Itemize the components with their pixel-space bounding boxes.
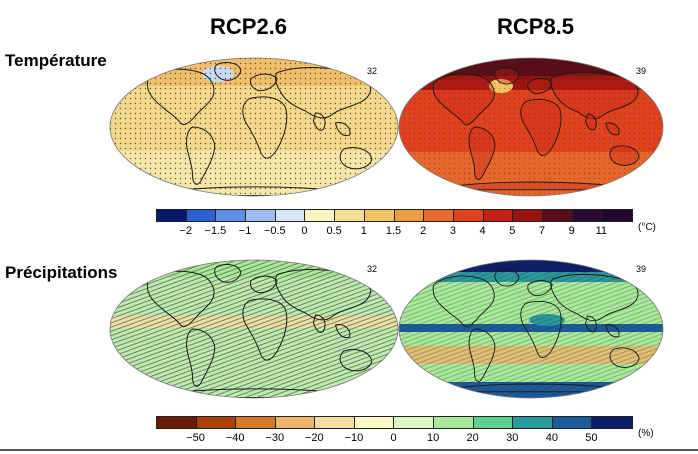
colorbar-tick-label: 5 xyxy=(509,225,516,237)
colorbar-tick-label: 3 xyxy=(449,225,456,237)
colorbar-swatch xyxy=(364,210,395,221)
colorbar-tick-label: −2 xyxy=(179,225,192,237)
colorbar-tick-label: 30 xyxy=(506,432,519,444)
colorbar-swatch xyxy=(434,417,474,428)
colorbar-swatch xyxy=(216,210,247,221)
colorbar-tick-label: 40 xyxy=(545,432,558,444)
precipitation-unit: (%) xyxy=(638,428,654,439)
colorbar-tick-label: 9 xyxy=(568,225,575,237)
column-title-rcp85: RCP8.5 xyxy=(497,14,575,39)
colorbar-swatch xyxy=(453,210,484,221)
colorbar-swatch xyxy=(394,210,425,221)
column-title-rcp26: RCP2.6 xyxy=(210,14,288,39)
model-count-precip-rcp85: 39 xyxy=(636,264,647,274)
colorbar-tick-label: 10 xyxy=(426,432,440,444)
colorbar-swatch xyxy=(513,417,553,428)
colorbar-tick-label: −40 xyxy=(225,432,245,444)
colorbar-tick-label: −1 xyxy=(238,225,252,237)
colorbar-swatch xyxy=(236,417,276,428)
colorbar-swatch xyxy=(354,417,395,428)
colorbar-swatch xyxy=(335,210,365,221)
colorbar-swatch xyxy=(157,417,197,428)
colorbar-swatch xyxy=(592,417,632,428)
colorbar-tick-label: 0.5 xyxy=(326,225,342,237)
map-temperature-rcp26 xyxy=(109,57,399,197)
colorbar-swatch xyxy=(196,417,237,428)
colorbar-tick-label: −1.5 xyxy=(204,225,227,237)
row-title-temperature: Température xyxy=(5,51,107,70)
model-count-temp-rcp26: 32 xyxy=(367,66,378,76)
colorbar-swatch xyxy=(542,210,573,221)
map-temperature-rcp85 xyxy=(398,57,664,197)
colorbar-swatch xyxy=(186,210,217,221)
colorbar-tick-label: −20 xyxy=(304,432,324,444)
colorbar-tick-label: 0 xyxy=(301,225,308,237)
temperature-unit: (°C) xyxy=(638,222,656,233)
colorbar-tick-label: 4 xyxy=(479,225,486,237)
map-precipitation-rcp85 xyxy=(398,259,664,399)
colorbar-tick-label: −0.5 xyxy=(263,225,286,237)
temperature-colorbar xyxy=(156,209,633,222)
colorbar-tick-label: 11 xyxy=(595,225,608,237)
precipitation-colorbar xyxy=(156,416,633,429)
colorbar-swatch xyxy=(552,417,593,428)
colorbar-tick-label: 1 xyxy=(360,225,367,237)
colorbar-swatch xyxy=(572,210,603,221)
colorbar-swatch xyxy=(483,210,514,221)
colorbar-tick-label: 1.5 xyxy=(385,225,402,237)
row-title-precipitation: Précipitations xyxy=(5,263,118,282)
colorbar-tick-label: 7 xyxy=(538,225,545,237)
colorbar-swatch xyxy=(602,210,632,221)
colorbar-swatch xyxy=(275,210,306,221)
colorbar-tick-label: 50 xyxy=(585,432,598,444)
map-precipitation-rcp26 xyxy=(109,259,399,399)
colorbar-swatch xyxy=(315,417,355,428)
colorbar-tick-label: −10 xyxy=(344,432,364,444)
colorbar-tick-label: −50 xyxy=(186,432,205,444)
colorbar-tick-label: −30 xyxy=(265,432,285,444)
colorbar-swatch xyxy=(513,210,543,221)
colorbar-swatch xyxy=(394,417,435,428)
colorbar-tick-label: 0 xyxy=(390,432,397,444)
colorbar-tick-label: 20 xyxy=(466,432,479,444)
colorbar-swatch xyxy=(424,210,454,221)
colorbar-tick-label: 2 xyxy=(420,225,427,237)
colorbar-swatch xyxy=(305,210,336,221)
colorbar-swatch xyxy=(473,417,514,428)
model-count-temp-rcp85: 39 xyxy=(636,66,647,76)
colorbar-swatch xyxy=(157,210,187,221)
colorbar-swatch xyxy=(275,417,316,428)
colorbar-swatch xyxy=(246,210,276,221)
bottom-rule xyxy=(0,449,698,451)
model-count-precip-rcp26: 32 xyxy=(367,264,378,274)
